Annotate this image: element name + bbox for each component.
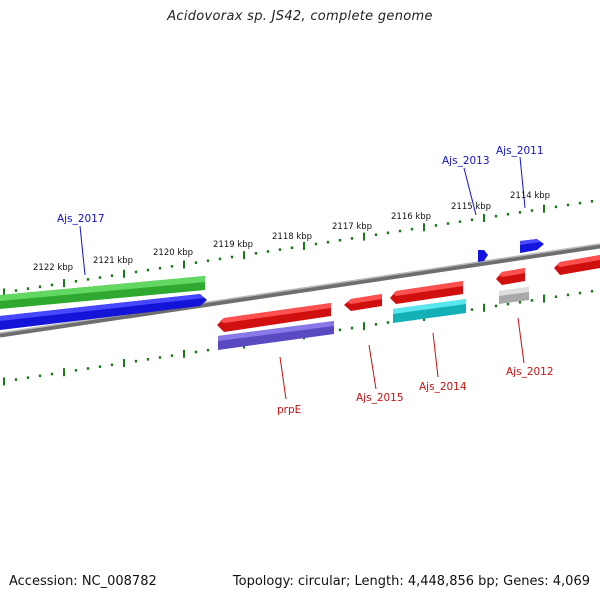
genome-backbone-highlight [0, 243, 600, 334]
map-title: Acidovorax sp. JS42, complete genome [167, 9, 433, 24]
cds-arrow-Ajs_2013[interactable] [478, 250, 488, 262]
cds-arrow-Ajs_2015-shine [347, 294, 382, 304]
cds-arrow-Ajs_2012-shine [499, 268, 525, 277]
gene-label-Ajs_2013[interactable]: Ajs_2013 [442, 155, 490, 167]
leader-Ajs_2012 [517, 317, 525, 364]
accession-text: Accession: NC_008782 [9, 574, 157, 589]
reverse-feature-track [217, 255, 600, 350]
genome-summary-text: Topology: circular; Length: 4,448,856 bp… [232, 574, 590, 589]
genome-backbone [0, 243, 600, 338]
gene-labels-top: Ajs_2017 Ajs_2013 Ajs_2011 [57, 145, 544, 225]
gene-label-Ajs_2012[interactable]: Ajs_2012 [506, 366, 554, 378]
gene-label-prpE[interactable]: prpE [277, 404, 301, 416]
ruler-labels: 2122 kbp 2121 kbp 2120 kbp 2119 kbp 2118… [33, 191, 550, 273]
ruler-label: 2121 kbp [93, 256, 133, 266]
ruler-label: 2122 kbp [33, 263, 73, 273]
cds-arrow-prpE-shine [220, 303, 331, 323]
green-feature-highlight [0, 276, 205, 301]
gene-label-Ajs_2017[interactable]: Ajs_2017 [57, 213, 105, 225]
ruler-label: 2114 kbp [510, 191, 550, 201]
leader-Ajs_2014 [432, 332, 439, 378]
forward-feature-track [0, 239, 544, 330]
ruler-label: 2118 kbp [272, 232, 312, 242]
gene-label-Ajs_2015[interactable]: Ajs_2015 [356, 392, 404, 404]
leader-Ajs_2013 [463, 167, 477, 216]
leader-Ajs_2017 [79, 225, 86, 276]
gene-label-Ajs_2014[interactable]: Ajs_2014 [419, 381, 467, 393]
leader-Ajs_2011 [519, 156, 526, 209]
leader-Ajs_2015 [368, 344, 377, 390]
gene-labels-bottom: prpE Ajs_2015 Ajs_2014 Ajs_2012 [277, 366, 554, 416]
purple-feature-prpE-shine [218, 321, 334, 341]
ruler-label: 2115 kbp [451, 202, 491, 212]
cyan-feature-Ajs_2014-shine [393, 299, 466, 314]
gene-label-Ajs_2011[interactable]: Ajs_2011 [496, 145, 544, 157]
ruler-label: 2117 kbp [332, 222, 372, 232]
ruler-label: 2116 kbp [391, 212, 431, 222]
cds-arrow-right-edge-shine [557, 255, 600, 267]
ruler-label: 2120 kbp [153, 248, 193, 258]
cds-arrow-Ajs_2011-shine [520, 239, 540, 245]
gray-feature-Ajs_2012-shine [499, 287, 529, 296]
leader-prpE [279, 356, 287, 400]
cds-arrow-forward-long-shine [0, 294, 204, 321]
cds-arrow-Ajs_2014-shine [393, 281, 463, 296]
label-leaders [79, 156, 526, 400]
ruler-label: 2119 kbp [213, 240, 253, 250]
